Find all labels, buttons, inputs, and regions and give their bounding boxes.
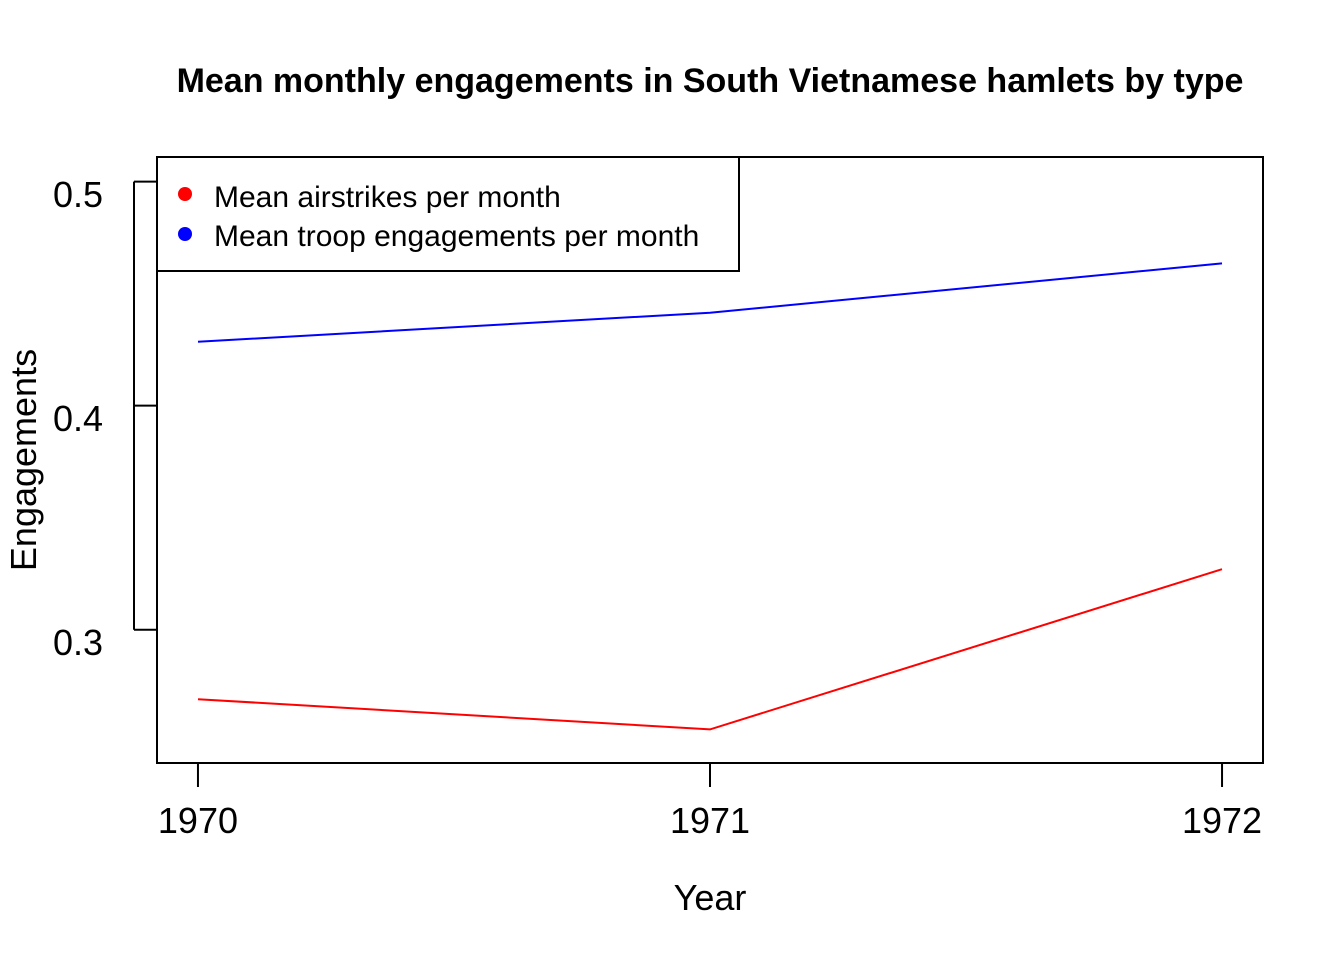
legend-label-airstrikes: Mean airstrikes per month xyxy=(214,181,561,214)
y-tick-label: 0.3 xyxy=(53,622,103,663)
x-tick-label: 1971 xyxy=(670,800,750,841)
legend-label-troop-engagements: Mean troop engagements per month xyxy=(214,220,699,253)
x-axis: 1970 1971 1972 xyxy=(158,762,1262,841)
y-tick-label: 0.4 xyxy=(53,398,103,439)
y-axis: 0.3 0.4 0.5 xyxy=(53,174,157,663)
legend-marker-troop-engagements xyxy=(178,227,192,241)
chart-title: Mean monthly engagements in South Vietna… xyxy=(177,62,1244,100)
series-line-airstrikes xyxy=(197,568,1223,731)
y-axis-label: Engagements xyxy=(3,349,44,571)
y-tick-label: 0.5 xyxy=(53,174,103,215)
x-tick-label: 1972 xyxy=(1182,800,1262,841)
series-lines xyxy=(197,262,1223,731)
x-tick-label: 1970 xyxy=(158,800,238,841)
x-axis-label: Year xyxy=(674,877,747,918)
legend: Mean airstrikes per month Mean troop eng… xyxy=(156,156,740,272)
series-line-troop-engagements xyxy=(197,262,1223,343)
legend-box xyxy=(156,156,740,272)
legend-marker-airstrikes xyxy=(178,187,192,201)
